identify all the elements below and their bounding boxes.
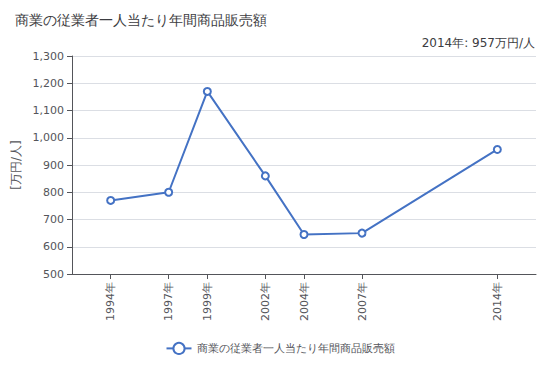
svg-text:2007年: 2007年 [356, 282, 369, 321]
svg-text:2014年: 2014年 [491, 282, 504, 321]
svg-text:1994年: 1994年 [104, 282, 117, 321]
svg-text:1,100: 1,100 [33, 104, 65, 117]
svg-text:商業の従業者一人当たり年間商品販売額: 商業の従業者一人当たり年間商品販売額 [197, 342, 395, 355]
svg-text:[万円/人]: [万円/人] [9, 140, 23, 189]
svg-text:2004年: 2004年 [298, 282, 311, 321]
svg-text:900: 900 [43, 159, 64, 172]
svg-text:2002年: 2002年 [259, 282, 272, 321]
svg-text:1,200: 1,200 [33, 77, 65, 90]
svg-text:1,300: 1,300 [33, 50, 65, 63]
svg-text:1997年: 1997年 [162, 282, 175, 321]
svg-text:500: 500 [43, 268, 64, 281]
svg-text:1,000: 1,000 [33, 131, 65, 144]
svg-text:2014年: 957万円/人: 2014年: 957万円/人 [422, 36, 535, 50]
svg-text:1999年: 1999年 [201, 282, 214, 321]
svg-text:800: 800 [43, 186, 64, 199]
svg-text:700: 700 [43, 213, 64, 226]
svg-text:商業の従業者一人当たり年間商品販売額: 商業の従業者一人当たり年間商品販売額 [15, 12, 267, 28]
svg-text:600: 600 [43, 240, 64, 253]
